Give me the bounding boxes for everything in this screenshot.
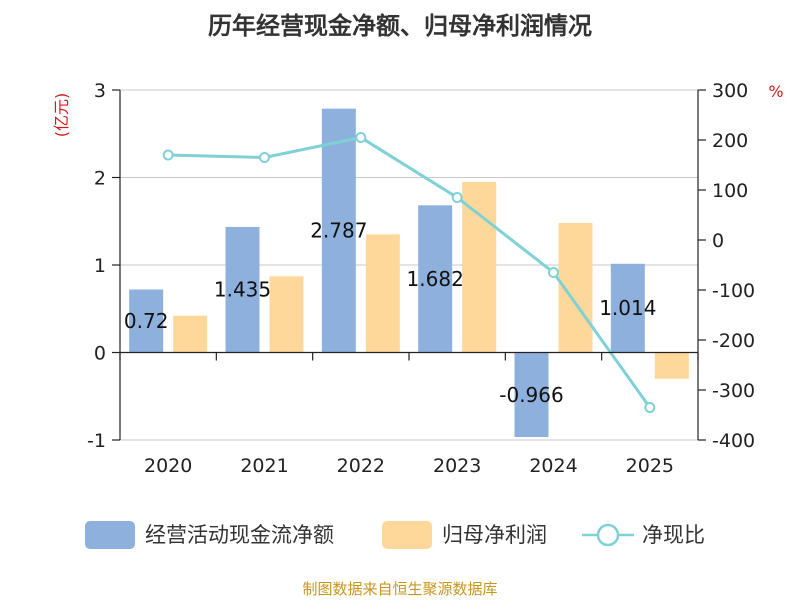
data-source: 制图数据来自恒生聚源数据库 — [302, 580, 497, 598]
ratio-line — [168, 135, 652, 409]
ratio-point — [644, 402, 656, 413]
bar-net-profit — [462, 181, 497, 353]
right-tick-label: 0 — [712, 230, 724, 252]
x-tick-label: 2023 — [433, 455, 481, 477]
left-tick-label: 2 — [94, 168, 106, 190]
data-label-cashflow: 1.682 — [407, 267, 464, 291]
right-tick-label: -300 — [712, 380, 755, 402]
legend-swatch-cashflow — [85, 521, 135, 549]
bars-layer — [129, 108, 689, 438]
right-tick-label: -200 — [712, 330, 755, 352]
legend-swatch-net-profit — [382, 521, 432, 549]
data-label-cashflow: 1.014 — [599, 296, 656, 320]
right-tick-label: 100 — [712, 180, 748, 202]
left-tick-label: 3 — [94, 80, 106, 102]
bar-cashflow — [129, 289, 164, 353]
bar-net-profit — [269, 276, 304, 353]
data-label-cashflow: 2.787 — [310, 219, 367, 243]
x-tick-label: 2020 — [144, 455, 192, 477]
bar-net-profit — [173, 315, 208, 353]
axes-layer: -1 0 1 2 3 -400 -300 -200 -100 0 100 200 300 2020 2021… — [87, 80, 755, 477]
legend-marker-ratio — [596, 523, 620, 547]
left-axis-unit: (亿元) — [52, 93, 71, 138]
x-tick-label: 2022 — [337, 455, 385, 477]
ratio-point — [162, 149, 174, 161]
left-tick-label: -1 — [87, 430, 106, 452]
ratio-point — [451, 192, 463, 203]
right-tick-label: 300 — [712, 80, 748, 102]
data-label-cashflow: 0.72 — [124, 309, 169, 333]
legend-label-net-profit: 归母净利润 — [442, 523, 547, 547]
x-tick-label: 2021 — [240, 455, 288, 477]
bar-net-profit — [654, 352, 689, 379]
left-tick-label: 0 — [94, 343, 106, 365]
bar-cashflow — [514, 352, 549, 438]
right-axis-unit: % — [768, 82, 783, 101]
bar-cashflow — [418, 205, 453, 353]
ratio-point — [548, 267, 559, 278]
x-tick-label: 2025 — [626, 455, 674, 477]
right-tick-label: -100 — [712, 280, 755, 302]
bar-cashflow — [225, 226, 260, 353]
ratio-point — [355, 132, 367, 143]
right-tick-label: -400 — [712, 430, 755, 452]
x-tick-label: 2024 — [529, 455, 577, 477]
legend: 经营活动现金流净额 归母净利润 净现比 — [85, 521, 705, 549]
data-label-cashflow: -0.966 — [499, 383, 563, 407]
legend-label-cashflow: 经营活动现金流净额 — [145, 523, 334, 547]
bar-cashflow — [321, 108, 356, 353]
line-layer — [162, 132, 656, 413]
chart-title: 历年经营现金净额、归母净利润情况 — [208, 12, 592, 40]
bar-cashflow — [610, 263, 645, 353]
data-label-cashflow: 1.435 — [214, 278, 271, 302]
bar-net-profit — [365, 234, 400, 353]
right-tick-label: 200 — [712, 130, 748, 152]
legend-label-ratio: 净现比 — [642, 523, 705, 547]
left-tick-label: 1 — [94, 255, 106, 277]
ratio-point — [259, 152, 270, 163]
labels-layer: 0.72 1.435 2.787 1.682 -0.966 1.014 — [124, 219, 657, 407]
